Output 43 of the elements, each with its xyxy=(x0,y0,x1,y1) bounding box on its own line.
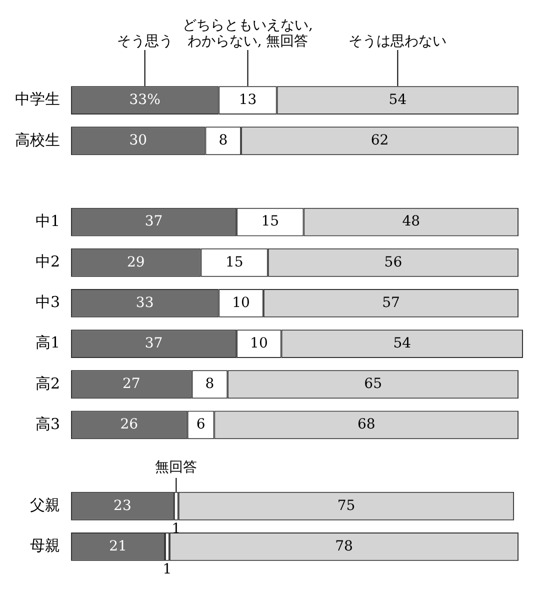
data-label: 54 xyxy=(388,92,407,108)
data-label: 10 xyxy=(232,294,250,311)
data-label: 27 xyxy=(122,376,140,392)
y-tick-label: 父親 xyxy=(30,496,60,514)
data-label: 8 xyxy=(205,376,214,392)
data-label: 26 xyxy=(120,416,138,433)
data-label: 21 xyxy=(109,538,127,554)
data-label: 37 xyxy=(144,214,163,230)
y-tick-label: 高2 xyxy=(35,374,60,392)
data-label: 30 xyxy=(129,132,148,149)
annotation: 無回答 xyxy=(155,460,198,476)
data-label: 57 xyxy=(382,294,400,311)
y-tick-label: 中2 xyxy=(35,252,60,271)
data-label: 15 xyxy=(261,214,280,230)
data-label: 37 xyxy=(144,335,163,352)
data-label: 29 xyxy=(126,254,145,270)
y-tick-label: 高3 xyxy=(35,414,60,433)
data-label: 48 xyxy=(402,214,420,230)
text: そうは思わない xyxy=(348,34,447,50)
data-label: 13 xyxy=(238,92,257,108)
text: そう思う xyxy=(116,34,173,50)
data-label: 54 xyxy=(393,335,412,352)
data-label: 23 xyxy=(114,498,132,514)
data-label: 8 xyxy=(218,132,228,149)
data-label: 78 xyxy=(335,538,353,554)
data-label: 33 xyxy=(136,294,154,311)
data-label: 1 xyxy=(162,562,172,578)
y-tick-label: 母親 xyxy=(30,536,60,555)
y-tick-label: 中1 xyxy=(35,212,60,230)
text: どちらともいえない, わからない, 無回答 xyxy=(182,18,313,50)
data-label: 15 xyxy=(225,254,244,270)
data-label: 68 xyxy=(357,416,376,433)
data-label: 65 xyxy=(364,376,382,392)
y-tick-label: 中学生 xyxy=(15,90,60,108)
data-label: 6 xyxy=(196,416,206,433)
data-label: 56 xyxy=(384,254,402,270)
data-label: 10 xyxy=(250,335,268,352)
data-label: 62 xyxy=(370,132,389,149)
y-tick-label: 高1 xyxy=(35,334,60,352)
data-label: 75 xyxy=(337,498,356,514)
data-label: 33% xyxy=(129,92,160,108)
y-tick-label: 高校生 xyxy=(15,130,60,149)
y-tick-label: 中3 xyxy=(35,293,60,312)
